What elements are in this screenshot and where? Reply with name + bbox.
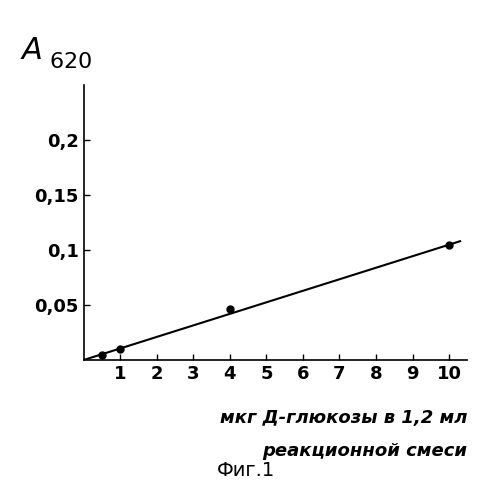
Text: реакционной смеси: реакционной смеси xyxy=(262,442,467,460)
Text: мкг Д-глюкозы в 1,2 мл: мкг Д-глюкозы в 1,2 мл xyxy=(220,410,467,428)
Text: $\mathit{A}$: $\mathit{A}$ xyxy=(20,36,42,65)
Text: $620$: $620$ xyxy=(49,52,92,72)
Text: Фиг.1: Фиг.1 xyxy=(217,461,275,480)
